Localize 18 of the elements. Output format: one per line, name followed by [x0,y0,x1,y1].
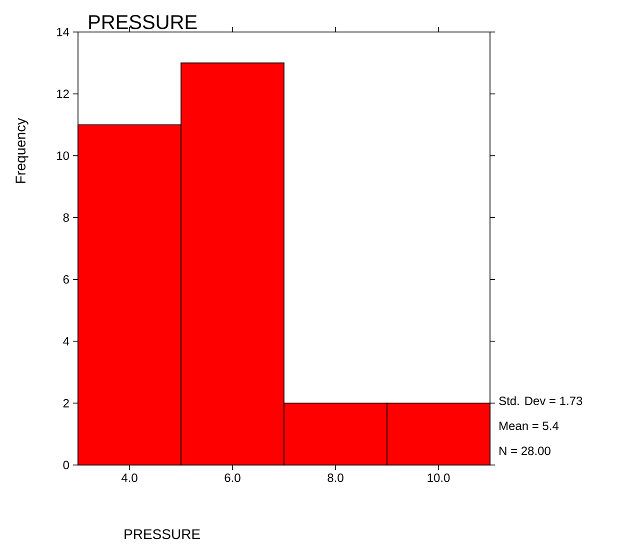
chart-title: PRESSURE [89,15,197,30]
text: Mean = 5.4 [500,422,559,430]
y-tick-label: 14 [57,28,70,36]
x-tick-label: 4.0 [121,474,138,482]
text: Std. Dev = 1.73 [499,396,582,406]
x-tick-label: 6.0 [224,474,240,482]
y-tick-label: 0 [63,460,70,470]
y-axis-title: Frequency [16,118,28,183]
x-tick-label: 8.0 [328,474,344,482]
y-tick-label: 6 [63,275,69,284]
y-tick-label: 12 [57,90,69,98]
x-axis-title: PRESSURE [124,529,200,540]
y-tick-label: 4 [63,337,70,346]
text: N = 28.00 [500,446,550,456]
y-tick-label: 8 [63,213,69,222]
x-tick-label: 10.0 [428,474,450,482]
y-tick-label: 10 [57,151,70,160]
y-tick-label: 2 [63,398,69,408]
